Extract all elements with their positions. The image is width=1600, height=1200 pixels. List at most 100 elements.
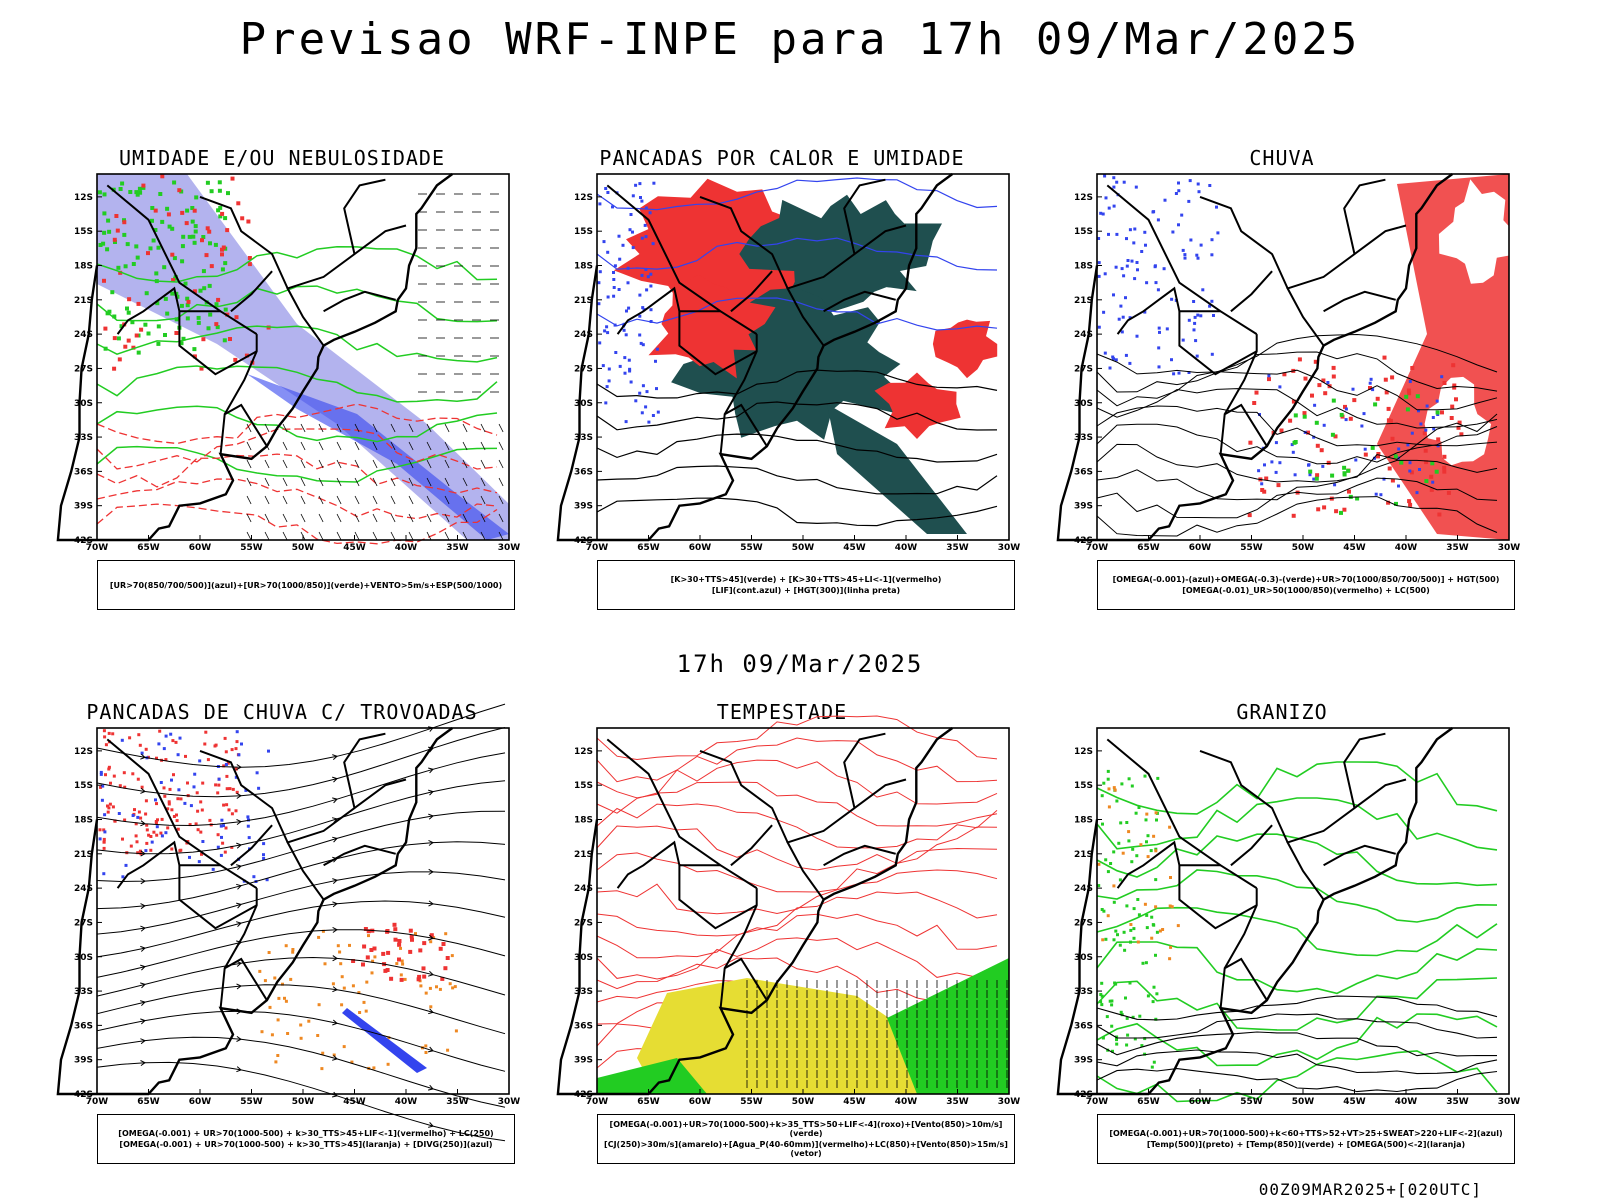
field-speck (1107, 787, 1111, 791)
panel-umidade: UMIDADE E/OU NEBULOSIDADE 12S 15S 18S 21S 24… (47, 146, 520, 636)
field-speck (1177, 181, 1180, 185)
field-speck (1308, 469, 1313, 474)
field-speck (622, 328, 626, 332)
field-speck (1302, 414, 1307, 419)
wind-vector (354, 531, 360, 541)
streamline-arrow (427, 1046, 434, 1053)
field-speck (160, 174, 165, 179)
lon-tick-label: 45W (843, 1097, 866, 1107)
country-border (286, 778, 407, 901)
contour-line (1096, 833, 1498, 887)
streamline-arrow (140, 820, 146, 827)
field-speck (618, 364, 622, 368)
lon-tick-label: 60W (1189, 1097, 1212, 1107)
field-speck (125, 306, 129, 311)
field-speck (157, 742, 161, 746)
field-speck (1099, 211, 1103, 215)
contour-line (96, 428, 498, 470)
contour-line (1096, 1013, 1498, 1039)
field-speck (641, 343, 645, 347)
legend-line: [OMEGA(-0.001)+UR>70(1000-500)+k>35_TTS>… (609, 1120, 1003, 1138)
field-speck (1120, 782, 1124, 786)
field-speck (1374, 492, 1378, 496)
field-speck (112, 336, 117, 341)
field-speck (1360, 424, 1364, 428)
field-speck (1312, 435, 1316, 439)
field-speck (215, 325, 220, 330)
field-speck (1118, 878, 1122, 882)
field-speck (648, 211, 652, 215)
field-speck (233, 357, 238, 362)
field-speck (629, 380, 633, 384)
field-speck (1172, 372, 1176, 376)
field-speck (606, 295, 610, 299)
lat-tick-label: 30S (574, 953, 593, 963)
field-speck (1293, 413, 1298, 418)
lat-tick-label: 18S (1074, 262, 1093, 272)
field-speck (1155, 818, 1158, 822)
field-speck (102, 872, 106, 876)
field-speck (180, 210, 185, 215)
lon-tick-label: 55W (740, 1097, 763, 1107)
field-speck (1127, 839, 1131, 843)
field-speck (1313, 403, 1317, 407)
field-speck (1419, 422, 1423, 426)
lon-tick-label: 35W (1446, 1097, 1469, 1107)
coastline (1056, 727, 1454, 1096)
wind-area (887, 958, 1009, 1094)
field-speck (1278, 461, 1282, 465)
field-speck (1407, 499, 1412, 504)
field-speck (1105, 1015, 1109, 1019)
field-speck (1126, 259, 1130, 262)
field-speck (1143, 1037, 1147, 1041)
field-speck (151, 238, 156, 243)
wind-vector (444, 459, 450, 469)
field-speck (1145, 812, 1149, 816)
contour-line (1096, 941, 1498, 995)
field-speck (102, 729, 106, 733)
field-speck (628, 367, 632, 371)
wind-vector (426, 495, 432, 505)
field-speck (450, 954, 454, 958)
field-speck (217, 180, 222, 185)
field-speck (131, 345, 136, 350)
field-speck (255, 771, 259, 775)
field-speck (203, 742, 207, 746)
field-speck (220, 835, 223, 839)
field-speck (397, 957, 401, 962)
lat-tick-label: 30S (574, 399, 593, 409)
coastline (56, 727, 454, 1096)
country-border (843, 178, 886, 255)
field-speck (1115, 1035, 1119, 1039)
field-speck (181, 234, 186, 239)
field-speck (1442, 469, 1447, 474)
wind-vector (246, 495, 252, 505)
field-speck (348, 943, 351, 947)
field-speck (1100, 981, 1104, 985)
contour-line (1096, 1050, 1498, 1103)
field-speck (1326, 460, 1331, 465)
field-speck (224, 826, 228, 830)
field-speck (103, 830, 107, 834)
field-speck (364, 1009, 368, 1013)
field-speck (1170, 297, 1174, 301)
lat-tick-label: 33S (1074, 433, 1093, 443)
field-speck (1314, 476, 1319, 481)
wind-vector (498, 531, 504, 541)
panel-pancadas-trovoadas: PANCADAS DE CHUVA C/ TROVOADAS 12S 15S 18S… (47, 700, 520, 1190)
lat-tick-label: 24S (1074, 330, 1093, 340)
wind-vector (462, 477, 468, 487)
panel-title: GRANIZO (1236, 700, 1328, 724)
field-speck (1431, 480, 1435, 484)
field-speck (234, 315, 239, 320)
contour-line (1096, 477, 1498, 519)
field-speck (222, 764, 226, 768)
contour-line (1096, 1031, 1498, 1057)
wind-vector (264, 513, 270, 523)
field-speck (1158, 330, 1161, 334)
lon-tick-label: 40W (1395, 1097, 1418, 1107)
field-speck (246, 219, 251, 224)
wind-vector (264, 459, 270, 469)
field-speck (1125, 1016, 1129, 1020)
field-speck (216, 791, 220, 795)
